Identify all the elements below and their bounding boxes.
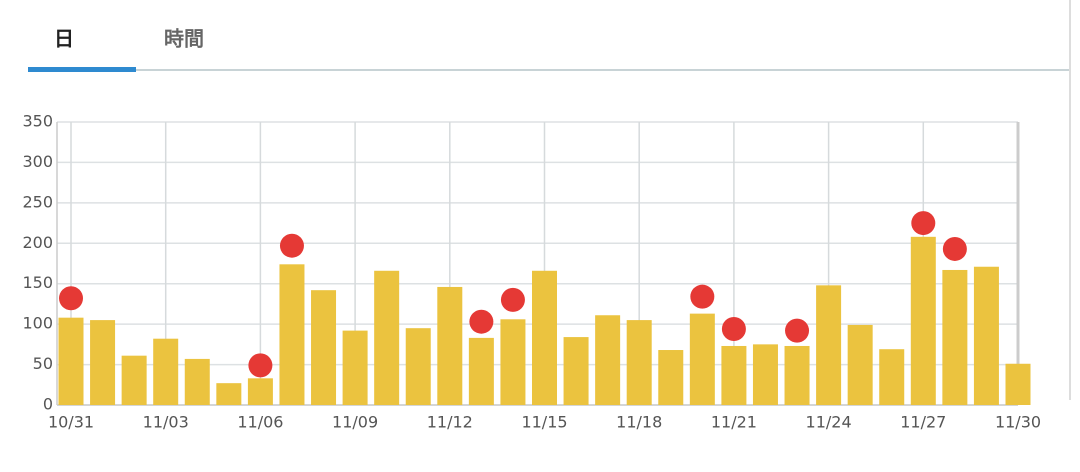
bar bbox=[910, 236, 936, 405]
bar bbox=[626, 320, 652, 405]
bar bbox=[153, 338, 179, 405]
y-tick-label: 100 bbox=[22, 314, 53, 333]
bar bbox=[121, 355, 147, 405]
marker bbox=[785, 318, 810, 343]
y-tick-label: 300 bbox=[22, 152, 53, 171]
marker bbox=[690, 284, 715, 309]
bar bbox=[184, 358, 210, 405]
y-tick-label: 200 bbox=[22, 233, 53, 252]
x-tick-label: 11/21 bbox=[711, 413, 757, 432]
marker bbox=[911, 211, 936, 236]
x-tick-label: 11/27 bbox=[900, 413, 946, 432]
x-tick-label: 11/18 bbox=[616, 413, 662, 432]
x-tick-label: 10/31 bbox=[48, 413, 94, 432]
tab-hour[interactable]: 時間 bbox=[164, 27, 204, 51]
x-tick-label: 11/24 bbox=[806, 413, 852, 432]
x-tick-label: 11/30 bbox=[995, 413, 1041, 432]
bar bbox=[500, 319, 526, 405]
y-tick-label: 50 bbox=[33, 354, 53, 373]
x-tick-label: 11/15 bbox=[521, 413, 567, 432]
bar bbox=[721, 345, 747, 405]
bar bbox=[437, 286, 463, 405]
chart: 0 50 100 150 200 250 300 350 10/31 11/03 11/06 11/0… bbox=[22, 112, 1041, 432]
bar bbox=[658, 350, 684, 405]
bar bbox=[342, 330, 368, 405]
marker bbox=[500, 287, 525, 312]
y-tick-label: 0 bbox=[43, 395, 53, 414]
marker bbox=[721, 316, 746, 341]
bar bbox=[311, 290, 337, 405]
marker bbox=[942, 236, 967, 261]
marker bbox=[59, 286, 83, 311]
tab-indicator bbox=[28, 67, 136, 72]
bar bbox=[563, 337, 589, 405]
bar bbox=[689, 313, 715, 405]
x-tick-label: 11/12 bbox=[427, 413, 473, 432]
x-tick-label: 11/09 bbox=[332, 413, 378, 432]
bar bbox=[942, 269, 968, 405]
bar bbox=[405, 328, 431, 405]
bar bbox=[879, 349, 905, 405]
bar bbox=[90, 320, 116, 405]
marker bbox=[469, 309, 494, 334]
bar bbox=[374, 270, 400, 405]
bar bbox=[1005, 363, 1031, 405]
bar bbox=[973, 266, 999, 405]
bar bbox=[816, 285, 842, 405]
bar bbox=[468, 337, 494, 405]
bar bbox=[532, 270, 557, 405]
bar bbox=[58, 317, 84, 405]
bar bbox=[752, 344, 778, 405]
bar bbox=[279, 264, 305, 405]
bar bbox=[216, 383, 242, 405]
y-tick-label: 350 bbox=[22, 112, 53, 131]
bar bbox=[847, 324, 873, 405]
bar bbox=[784, 345, 810, 405]
bar bbox=[595, 315, 621, 405]
x-tick-label: 11/03 bbox=[143, 413, 189, 432]
x-tick-label: 11/06 bbox=[237, 413, 283, 432]
marker bbox=[279, 233, 304, 258]
marker bbox=[248, 353, 273, 378]
bar bbox=[247, 378, 273, 405]
y-tick-label: 150 bbox=[22, 273, 53, 292]
tab-day[interactable]: 日 bbox=[54, 27, 74, 51]
y-tick-label: 250 bbox=[22, 192, 53, 211]
